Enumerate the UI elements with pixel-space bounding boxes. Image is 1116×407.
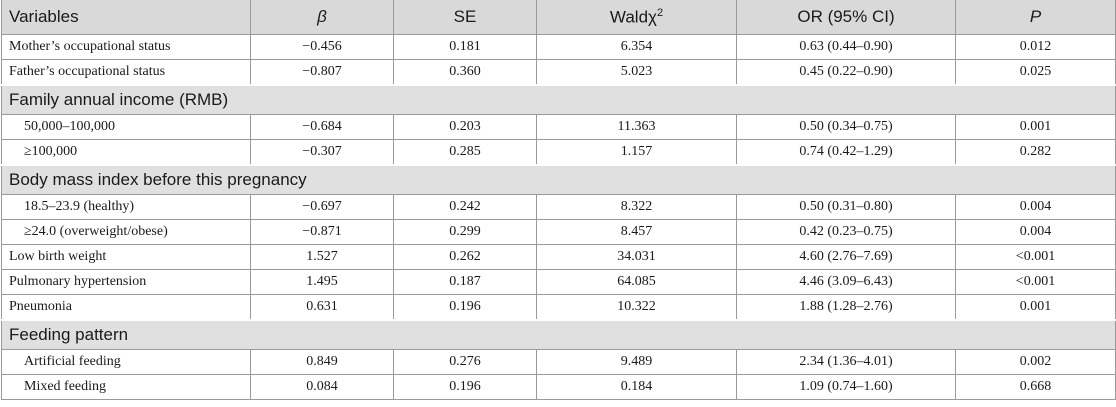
table-row: Mixed feeding 0.084 0.196 0.184 1.09 (0.74–1… [1, 374, 1116, 400]
variable-cell: Father’s occupational status [1, 59, 251, 86]
beta-cell: −0.697 [250, 194, 394, 220]
se-cell: 0.242 [393, 194, 537, 220]
variable-cell: Pneumonia [1, 294, 251, 321]
p-value-cell: 0.668 [955, 374, 1116, 400]
table-header: Variables β SE Waldχ2 OR (95% CI) P [1, 0, 1116, 35]
section-header-row: Body mass index before this pregnancy [1, 164, 1116, 195]
p-value-cell: 0.282 [955, 139, 1116, 166]
se-cell: 0.262 [393, 244, 537, 270]
variable-cell: ≥24.0 (overweight/obese) [1, 219, 251, 245]
or-ci-cell: 4.60 (2.76–7.69) [736, 244, 956, 270]
variable-cell: Low birth weight [1, 244, 251, 270]
table-row: 18.5–23.9 (healthy) −0.697 0.242 8.322 0.50 … [1, 194, 1116, 220]
or-ci-cell: 0.45 (0.22–0.90) [736, 59, 956, 86]
or-ci-cell: 0.50 (0.34–0.75) [736, 114, 956, 140]
or-ci-cell: 4.46 (3.09–6.43) [736, 269, 956, 295]
table-row: Low birth weight 1.527 0.262 34.031 4.60 (2.… [1, 244, 1116, 270]
header-wald-label: Waldχ [609, 7, 657, 27]
section-label: Feeding pattern [1, 319, 1116, 350]
se-cell: 0.196 [393, 374, 537, 400]
wald-cell: 64.085 [536, 269, 737, 295]
wald-cell: 0.184 [536, 374, 737, 400]
variable-cell: Mother’s occupational status [1, 34, 251, 60]
beta-cell: 0.084 [250, 374, 394, 400]
beta-cell: −0.807 [250, 59, 394, 86]
table-body: Mother’s occupational status −0.456 0.181 6… [1, 34, 1116, 400]
p-value-cell: 0.025 [955, 59, 1116, 86]
beta-cell: 1.527 [250, 244, 394, 270]
beta-cell: −0.307 [250, 139, 394, 166]
or-ci-cell: 1.88 (1.28–2.76) [736, 294, 956, 321]
variable-cell: ≥100,000 [1, 139, 251, 166]
se-cell: 0.181 [393, 34, 537, 60]
table-row: 50,000–100,000 −0.684 0.203 11.363 0.50 (0.3… [1, 114, 1116, 140]
section-header-row: Family annual income (RMB) [1, 84, 1116, 115]
header-p-value: P [955, 0, 1116, 35]
table-row: Father’s occupational status −0.807 0.360 5… [1, 59, 1116, 86]
wald-cell: 8.322 [536, 194, 737, 220]
header-row: Variables β SE Waldχ2 OR (95% CI) P [1, 0, 1116, 35]
header-wald-chi-square: Waldχ2 [536, 0, 737, 35]
p-value-cell: 0.001 [955, 294, 1116, 321]
or-ci-cell: 0.74 (0.42–1.29) [736, 139, 956, 166]
variable-cell: Mixed feeding [1, 374, 251, 400]
se-cell: 0.187 [393, 269, 537, 295]
p-value-cell: 0.001 [955, 114, 1116, 140]
p-value-cell: 0.004 [955, 219, 1116, 245]
se-cell: 0.299 [393, 219, 537, 245]
wald-cell: 11.363 [536, 114, 737, 140]
wald-cell: 6.354 [536, 34, 737, 60]
se-cell: 0.285 [393, 139, 537, 166]
wald-cell: 10.322 [536, 294, 737, 321]
p-value-cell: 0.012 [955, 34, 1116, 60]
variable-cell: 50,000–100,000 [1, 114, 251, 140]
header-se: SE [393, 0, 537, 35]
p-value-cell: 0.002 [955, 349, 1116, 375]
table-row: Artificial feeding 0.849 0.276 9.489 2.34 (1… [1, 349, 1116, 375]
p-value-cell: <0.001 [955, 244, 1116, 270]
table-row: ≥24.0 (overweight/obese) −0.871 0.299 8.457… [1, 219, 1116, 245]
table-row: Pulmonary hypertension 1.495 0.187 64.085 4.… [1, 269, 1116, 295]
se-cell: 0.203 [393, 114, 537, 140]
p-value-cell: <0.001 [955, 269, 1116, 295]
beta-cell: −0.456 [250, 34, 394, 60]
se-cell: 0.276 [393, 349, 537, 375]
variable-cell: Artificial feeding [1, 349, 251, 375]
or-ci-cell: 1.09 (0.74–1.60) [736, 374, 956, 400]
section-label: Family annual income (RMB) [1, 84, 1116, 115]
p-value-cell: 0.004 [955, 194, 1116, 220]
se-cell: 0.360 [393, 59, 537, 86]
table-row: ≥100,000 −0.307 0.285 1.157 0.74 (0.42–1.29)… [1, 139, 1116, 166]
or-ci-cell: 2.34 (1.36–4.01) [736, 349, 956, 375]
variable-cell: Pulmonary hypertension [1, 269, 251, 295]
variable-cell: 18.5–23.9 (healthy) [1, 194, 251, 220]
wald-cell: 34.031 [536, 244, 737, 270]
header-wald-superscript: 2 [656, 6, 664, 19]
beta-cell: 0.631 [250, 294, 394, 321]
section-header-row: Feeding pattern [1, 319, 1116, 350]
table-row: Pneumonia 0.631 0.196 10.322 1.88 (1.28–2.76… [1, 294, 1116, 321]
wald-cell: 5.023 [536, 59, 737, 86]
or-ci-cell: 0.42 (0.23–0.75) [736, 219, 956, 245]
section-label: Body mass index before this pregnancy [1, 164, 1116, 195]
or-ci-cell: 0.50 (0.31–0.80) [736, 194, 956, 220]
se-cell: 0.196 [393, 294, 537, 321]
beta-cell: −0.684 [250, 114, 394, 140]
header-beta: β [250, 0, 394, 35]
or-ci-cell: 0.63 (0.44–0.90) [736, 34, 956, 60]
beta-cell: −0.871 [250, 219, 394, 245]
beta-cell: 0.849 [250, 349, 394, 375]
wald-cell: 9.489 [536, 349, 737, 375]
wald-cell: 1.157 [536, 139, 737, 166]
header-variables: Variables [1, 0, 251, 35]
beta-cell: 1.495 [250, 269, 394, 295]
wald-cell: 8.457 [536, 219, 737, 245]
table-row: Mother’s occupational status −0.456 0.181 6… [1, 34, 1116, 60]
header-or-ci: OR (95% CI) [736, 0, 956, 35]
